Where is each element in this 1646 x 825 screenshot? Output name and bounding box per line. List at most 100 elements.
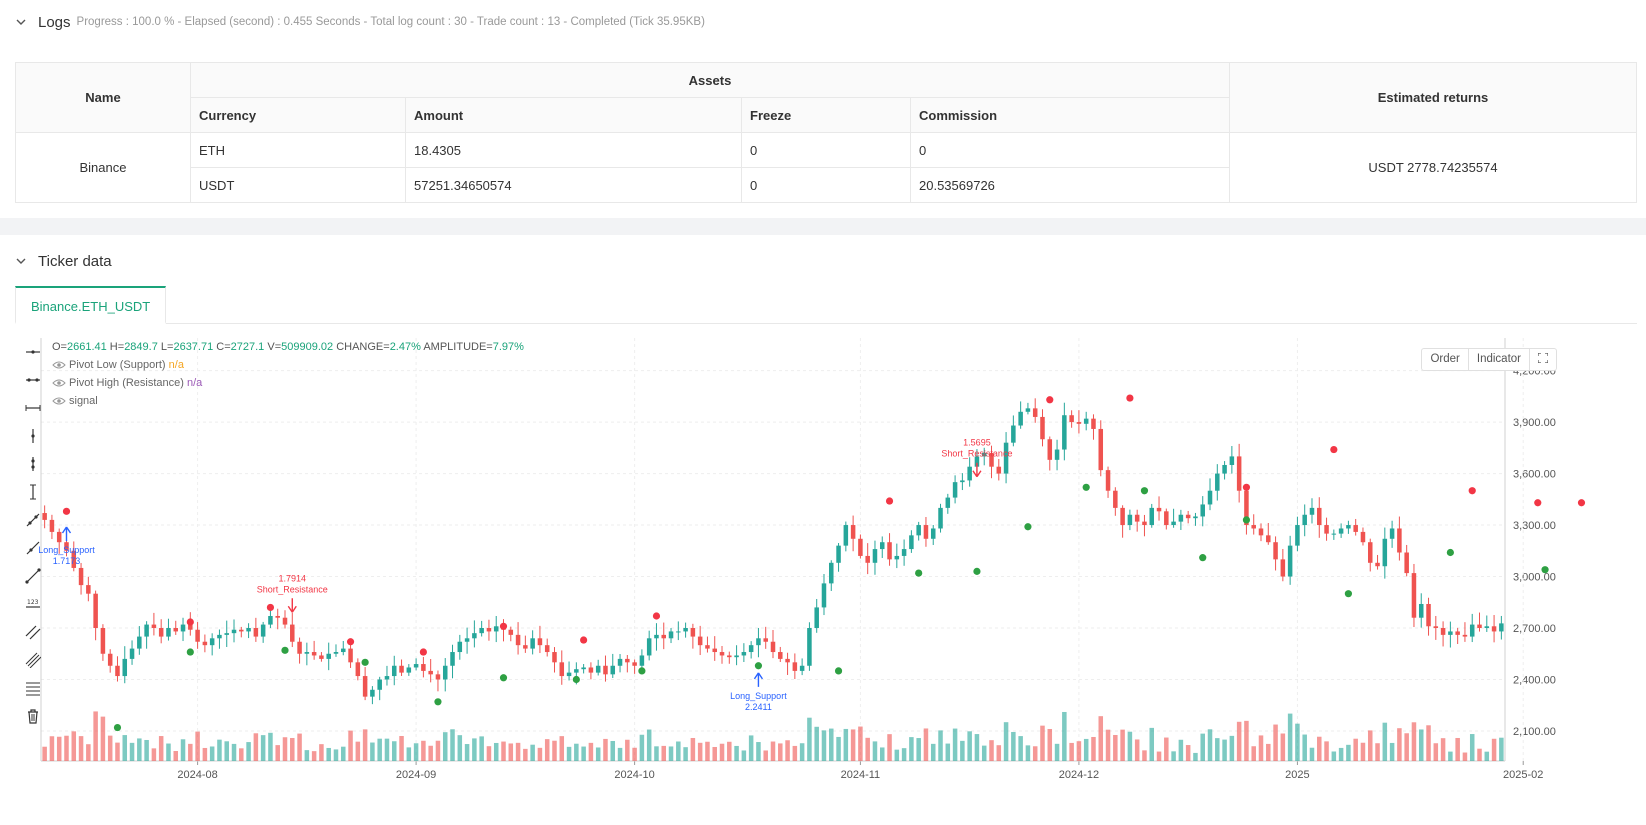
legend-signal[interactable]: signal [52,392,524,410]
candle-body [42,513,47,520]
pivot-high-dot [419,648,427,656]
candle-body [697,636,703,646]
volume-bar [719,743,725,761]
col-commission-header: Commission [910,97,1230,133]
candle-body [960,480,965,483]
volume-bar [370,742,375,761]
chart-button-group: Order Indicator [1421,348,1557,371]
vertical-segment-tool-icon[interactable] [19,478,47,506]
pivot-high-dot [346,638,355,646]
volume-bar [872,741,878,761]
ticker-header[interactable]: Ticker data [0,249,112,273]
candle-body [1469,624,1475,637]
fullscreen-icon[interactable] [1530,349,1556,370]
candle-body [341,648,346,653]
volume-bar [1295,723,1300,761]
trend-line-tool-icon[interactable] [19,506,47,534]
candle-body [690,628,696,637]
candle-body [646,638,652,656]
candle-body [1287,545,1293,577]
extended-line-tool-icon[interactable] [19,394,47,422]
candle-body [1455,631,1460,635]
volume-bar [253,733,259,761]
volume-bar [632,747,637,761]
candle-body [1098,428,1104,471]
chevron-down-icon[interactable] [14,15,28,29]
candle-body [1418,603,1424,618]
eye-icon[interactable] [52,360,66,370]
vertical-line-tool-icon[interactable] [19,422,47,450]
horizontal-line-tool-icon[interactable] [19,338,47,366]
price-line-tool-icon[interactable]: 123 [19,590,47,618]
volume-bar [137,738,142,761]
candle-body [319,655,324,659]
volume-bar [1127,731,1133,761]
volume-bar [1113,734,1118,761]
volume-bar [457,735,463,761]
legend-value: n/a [187,377,203,389]
pitchfork-tool-icon[interactable] [19,646,47,674]
amount-cell: 18.4305 [405,132,742,168]
trash-icon[interactable] [19,702,47,730]
candle-body [86,585,91,594]
volume-bar [348,730,353,761]
volume-bar [202,747,208,761]
volume-bar [756,742,761,761]
candle-body [1462,634,1468,637]
candle-body [770,641,776,653]
candle-body [1317,507,1322,526]
volume-bar [1251,746,1256,761]
vertical-ray-tool-icon[interactable] [19,450,47,478]
legend-pivot-high[interactable]: Pivot High (Resistance) n/a [52,374,524,392]
volume-bar [1266,743,1271,761]
volume-bar [1040,725,1045,761]
commission-cell: 20.53569726 [910,167,1230,203]
chart-container[interactable]: 4,200.00 3,900.00 3,600.00 3,300.00 3,000.00… [15,338,1637,825]
fibonacci-tool-icon[interactable] [19,674,47,702]
volume-bar [683,747,688,761]
candle-body [887,542,892,560]
volume-bar [268,732,273,761]
volume-bar [464,744,470,761]
candle-body [807,628,812,666]
horizontal-ray-tool-icon[interactable] [19,366,47,394]
volume-bar [588,742,594,761]
pivot-low-dot [572,675,580,684]
candle-body [202,641,208,646]
volume-bar [246,742,251,761]
parallel-channel-tool-icon[interactable] [19,618,47,646]
volume-bar [603,738,608,761]
high-value: 2849.7 [124,341,158,353]
candle-body [1222,464,1227,474]
candle-body [282,617,288,625]
pivot-high-dot [1242,483,1251,491]
eye-icon[interactable] [52,378,66,388]
candle-body [741,652,747,656]
candle-body [727,655,732,658]
volume-bar [399,735,404,761]
volume-bar [537,747,543,761]
volume-bar [1397,728,1402,761]
volume-bar [56,736,62,761]
chevron-down-icon[interactable] [14,254,28,268]
candlestick-chart[interactable]: 4,200.003,900.003,600.003,300.003,000.00… [15,338,1637,825]
logs-header[interactable]: Logs Progress : 100.0 % - Elapsed (secon… [0,10,705,34]
signal-value: 1.7173 [53,556,81,566]
ray-line-tool-icon[interactable] [19,534,47,562]
candle-body [1331,533,1337,535]
tab-binance-eth-usdt[interactable]: Binance.ETH_USDT [15,286,167,324]
candle-body [195,629,200,642]
segment-tool-icon[interactable] [19,562,47,590]
volume-bar [362,729,368,761]
pivot-high-dot [1046,396,1054,404]
volume-bar [887,734,892,761]
candle-body [137,636,142,649]
eye-icon[interactable] [52,396,66,406]
volume-bar [333,749,339,761]
indicator-button[interactable]: Indicator [1469,349,1530,370]
candle-body [1309,507,1315,515]
legend-pivot-low[interactable]: Pivot Low (Support) n/a [52,356,524,374]
candle-body [100,628,106,654]
candle-body [1018,411,1023,426]
order-button[interactable]: Order [1422,349,1469,370]
